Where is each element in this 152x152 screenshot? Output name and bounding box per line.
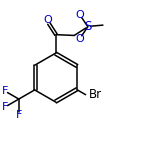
Text: F: F: [2, 102, 8, 112]
Text: O: O: [44, 15, 52, 25]
Text: O: O: [76, 10, 84, 20]
Text: S: S: [84, 20, 92, 33]
Text: F: F: [2, 86, 8, 96]
Text: F: F: [16, 110, 22, 120]
Text: Br: Br: [89, 88, 102, 101]
Text: O: O: [76, 34, 84, 44]
